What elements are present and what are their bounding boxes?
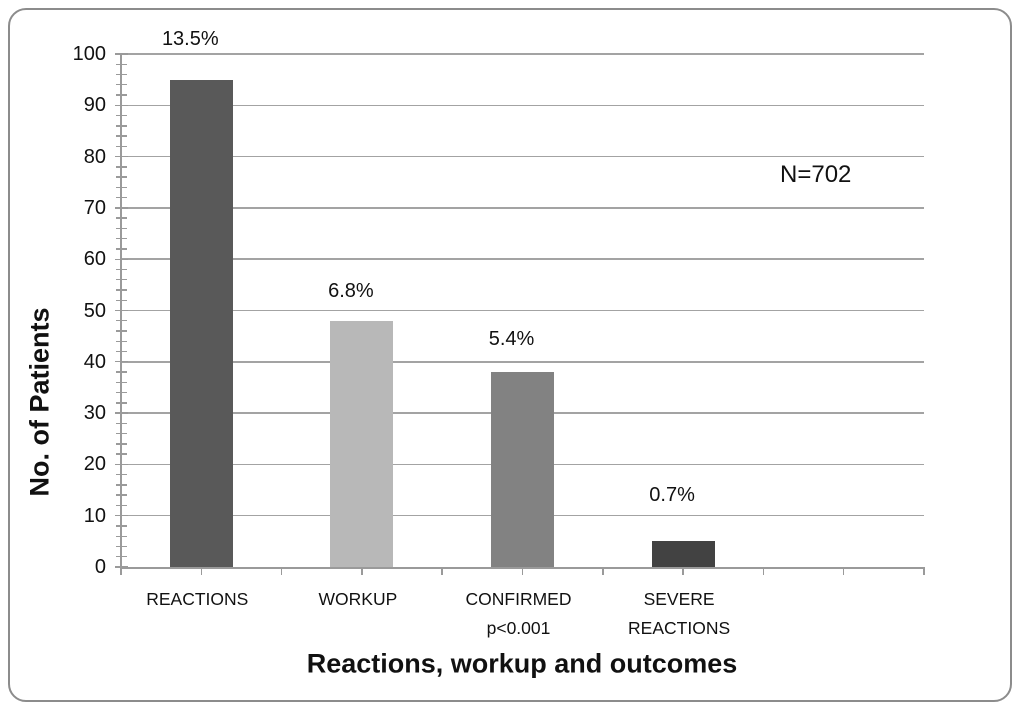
chart-frame: No. of Patients Reactions, workup and ou… [8,8,1012,702]
bar-severe-reactions [651,541,715,567]
y-tick-label: 10 [83,504,106,527]
x-category-label-line: SEVERE [643,589,715,609]
y-major-tick [114,53,128,55]
bar-value-label: 5.4% [488,328,535,351]
bar-value-label: 0.7% [649,484,695,507]
x-category-label: SEVERE REACTIONS [628,585,730,643]
x-category-label: WORKUP [319,585,398,614]
x-category-label-line: WORKUP [318,589,398,609]
bar-workup [330,320,394,567]
x-category-label-line: p<0.001 [486,618,551,638]
y-gridline [121,53,924,55]
x-category-label-line: REACTIONS [628,618,731,638]
y-tick-label: 100 [72,43,106,65]
x-category-label: REACTIONS [146,585,248,614]
x-tick [361,568,363,575]
x-tick [602,568,604,575]
bar-confirmed-p-0-001 [491,372,554,567]
x-axis-line [120,567,925,569]
y-tick-label: 20 [83,453,106,476]
y-tick-label: 80 [83,145,106,168]
y-tick-label: 40 [83,350,106,373]
y-tick-label: 0 [94,556,106,578]
y-tick-label: 90 [83,94,106,117]
sample-size-annotation: N=702 [780,161,852,188]
x-tick [842,568,845,575]
x-tick [923,568,925,575]
x-tick [120,568,122,575]
y-tick-label: 70 [83,196,106,219]
y-gridline [121,258,924,260]
x-tick [200,568,203,575]
bar-value-label: 13.5% [161,27,219,50]
y-gridline [121,104,924,107]
y-gridline [121,309,924,312]
x-axis-title: Reactions, workup and outcomes [306,648,738,679]
x-tick [682,568,684,575]
bar-reactions [169,79,233,567]
y-tick-label: 30 [83,402,106,425]
y-tick-label: 60 [83,248,106,271]
x-tick [762,568,765,575]
y-axis-line [120,54,122,569]
y-gridline [121,155,924,158]
x-tick [521,568,524,575]
x-tick [441,568,443,575]
x-tick [280,568,283,575]
y-gridline [121,361,924,363]
y-tick-label: 50 [83,299,106,322]
y-gridline [121,207,924,209]
x-category-label-line: CONFIRMED [465,589,572,609]
x-category-label-line: REACTIONS [146,589,249,609]
x-category-label: CONFIRMED p<0.001 [466,585,572,643]
bar-value-label: 6.8% [328,279,374,302]
